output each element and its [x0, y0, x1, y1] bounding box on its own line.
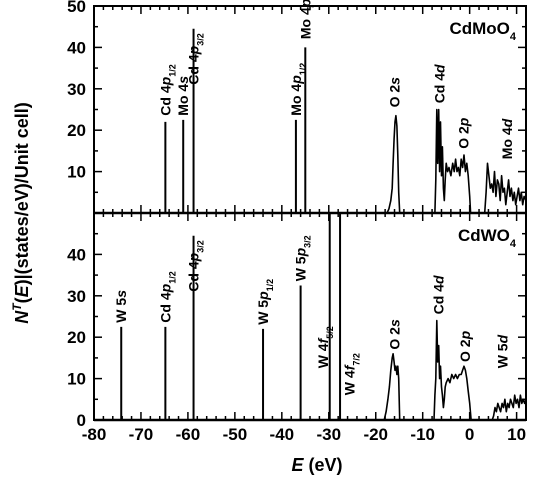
x-tick-label: 10	[507, 425, 526, 444]
peak-label: W 5p1/2	[255, 279, 275, 325]
x-tick-label: -10	[410, 425, 435, 444]
peak-label: Cd 4d	[432, 64, 448, 103]
y-tick-label: 0	[77, 411, 86, 430]
peak-label: Cd 4p3/2	[186, 240, 206, 291]
x-tick-label: -80	[82, 425, 107, 444]
dos-band-curve	[491, 394, 527, 421]
peak-label: W 5p3/2	[293, 235, 313, 281]
y-tick-label: 30	[67, 287, 86, 306]
peak-label: Cd 4d	[431, 275, 447, 314]
x-tick-label: -60	[176, 425, 201, 444]
y-tick-label: 50	[67, 0, 86, 16]
dos-band-curve	[434, 108, 472, 214]
peak-label: O 2s	[387, 77, 403, 108]
y-tick-label: 40	[67, 245, 86, 264]
y-tick-label: 40	[67, 38, 86, 57]
peak-label: Mo 4d	[499, 118, 515, 159]
y-tick-label: 10	[67, 370, 86, 389]
x-tick-label: -20	[363, 425, 388, 444]
y-tick-label: 20	[67, 328, 86, 347]
x-tick-label: -70	[129, 425, 154, 444]
x-axis-title: E (eV)	[291, 455, 342, 475]
compound-label: CdMoO4	[449, 19, 516, 43]
x-tick-label: -40	[270, 425, 295, 444]
dos-band-curve	[433, 319, 472, 421]
peak-label: Cd 4p3/2	[186, 33, 206, 84]
peak-label: W 4f5/2	[315, 326, 335, 368]
bottom-panel-cdwo4: 0 10 20 30 40 -80 -70 -60 -50 -40 -30 -20 -10 0 10 W 5s…	[67, 212, 527, 444]
dos-band-curve	[383, 352, 401, 421]
peak-label: W 5d	[495, 334, 511, 368]
x-tick-label: -50	[223, 425, 248, 444]
peak-label: Cd 4p1/2	[157, 64, 177, 115]
peak-label: Cd 4p1/2	[157, 271, 177, 322]
compound-label: CdWO4	[458, 226, 517, 250]
peak-label: W 5s	[113, 290, 129, 323]
y-axis-title: NT(E)|(states/eV)/Unit cell)	[10, 102, 32, 323]
peak-label: Mo 4s	[175, 76, 191, 116]
peak-label: Mo 4p3/2	[297, 0, 317, 39]
x-tick-label: 0	[465, 425, 474, 444]
peak-label: O 2p	[456, 117, 472, 149]
y-tick-label: 10	[67, 163, 86, 182]
dos-band-curve	[386, 114, 401, 214]
x-tick-label: -30	[316, 425, 341, 444]
y-tick-label: 30	[67, 80, 86, 99]
peak-label: O 2p	[457, 330, 473, 362]
y-tick-label: 20	[67, 121, 86, 140]
dos-band-curve	[483, 162, 527, 214]
peak-label: O 2s	[387, 319, 403, 350]
peak-label: W 4f7/2	[341, 353, 361, 395]
peak-label: Mo 4p1/2	[288, 63, 308, 116]
